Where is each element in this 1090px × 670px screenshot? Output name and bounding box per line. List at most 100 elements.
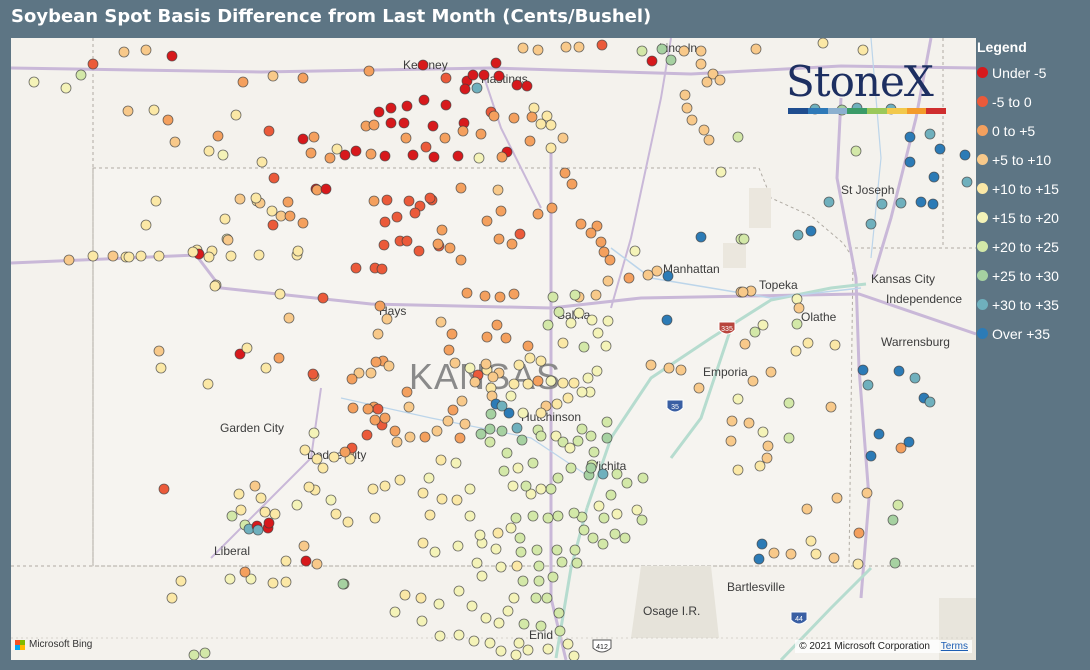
basis-point-marker[interactable] bbox=[464, 510, 476, 522]
basis-point-marker[interactable] bbox=[576, 423, 588, 435]
basis-point-marker[interactable] bbox=[417, 59, 429, 71]
basis-point-marker[interactable] bbox=[241, 342, 253, 354]
basis-point-marker[interactable] bbox=[505, 522, 517, 534]
basis-point-marker[interactable] bbox=[413, 245, 425, 257]
basis-point-marker[interactable] bbox=[484, 436, 496, 448]
basis-point-marker[interactable] bbox=[436, 493, 448, 505]
basis-point-marker[interactable] bbox=[501, 447, 513, 459]
legend-item[interactable]: +25 to +30 bbox=[976, 261, 1086, 290]
basis-point-marker[interactable] bbox=[715, 166, 727, 178]
basis-point-marker[interactable] bbox=[522, 340, 534, 352]
basis-point-marker[interactable] bbox=[801, 503, 813, 515]
basis-point-marker[interactable] bbox=[471, 82, 483, 94]
basis-point-marker[interactable] bbox=[535, 430, 547, 442]
basis-point-marker[interactable] bbox=[259, 506, 271, 518]
basis-point-marker[interactable] bbox=[590, 289, 602, 301]
basis-point-marker[interactable] bbox=[417, 537, 429, 549]
basis-point-marker[interactable] bbox=[350, 262, 362, 274]
basis-point-marker[interactable] bbox=[857, 44, 869, 56]
basis-point-marker[interactable] bbox=[150, 195, 162, 207]
basis-point-marker[interactable] bbox=[862, 379, 874, 391]
basis-point-marker[interactable] bbox=[350, 145, 362, 157]
basis-point-marker[interactable] bbox=[573, 307, 585, 319]
basis-point-marker[interactable] bbox=[611, 508, 623, 520]
basis-point-marker[interactable] bbox=[562, 638, 574, 650]
basis-point-marker[interactable] bbox=[274, 288, 286, 300]
basis-point-marker[interactable] bbox=[547, 291, 559, 303]
basis-point-marker[interactable] bbox=[488, 110, 500, 122]
basis-point-marker[interactable] bbox=[514, 228, 526, 240]
basis-point-marker[interactable] bbox=[686, 114, 698, 126]
basis-point-marker[interactable] bbox=[423, 472, 435, 484]
basis-point-marker[interactable] bbox=[446, 328, 458, 340]
basis-point-marker[interactable] bbox=[621, 477, 633, 489]
basis-point-marker[interactable] bbox=[496, 151, 508, 163]
basis-point-marker[interactable] bbox=[267, 70, 279, 82]
basis-point-marker[interactable] bbox=[520, 480, 532, 492]
basis-point-marker[interactable] bbox=[275, 210, 287, 222]
basis-point-marker[interactable] bbox=[416, 615, 428, 627]
basis-point-marker[interactable] bbox=[466, 600, 478, 612]
basis-point-marker[interactable] bbox=[347, 402, 359, 414]
basis-point-marker[interactable] bbox=[924, 396, 936, 408]
basis-point-marker[interactable] bbox=[514, 532, 526, 544]
basis-point-marker[interactable] bbox=[961, 176, 973, 188]
basis-point-marker[interactable] bbox=[732, 393, 744, 405]
basis-point-marker[interactable] bbox=[865, 218, 877, 230]
basis-point-marker[interactable] bbox=[783, 432, 795, 444]
basis-point-marker[interactable] bbox=[374, 300, 386, 312]
basis-point-marker[interactable] bbox=[435, 454, 447, 466]
basis-point-marker[interactable] bbox=[693, 382, 705, 394]
basis-point-marker[interactable] bbox=[87, 250, 99, 262]
basis-point-marker[interactable] bbox=[297, 133, 309, 145]
basis-point-marker[interactable] bbox=[524, 352, 536, 364]
basis-point-marker[interactable] bbox=[122, 105, 134, 117]
basis-point-marker[interactable] bbox=[924, 128, 936, 140]
basis-point-marker[interactable] bbox=[434, 630, 446, 642]
basis-point-marker[interactable] bbox=[337, 578, 349, 590]
basis-point-marker[interactable] bbox=[379, 150, 391, 162]
basis-point-marker[interactable] bbox=[636, 514, 648, 526]
basis-point-marker[interactable] bbox=[535, 483, 547, 495]
basis-point-marker[interactable] bbox=[522, 644, 534, 656]
basis-point-marker[interactable] bbox=[533, 575, 545, 587]
basis-point-marker[interactable] bbox=[478, 69, 490, 81]
basis-point-marker[interactable] bbox=[443, 344, 455, 356]
basis-point-marker[interactable] bbox=[187, 246, 199, 258]
basis-point-marker[interactable] bbox=[542, 319, 554, 331]
basis-point-marker[interactable] bbox=[209, 280, 221, 292]
basis-point-marker[interactable] bbox=[431, 425, 443, 437]
basis-point-marker[interactable] bbox=[415, 592, 427, 604]
basis-point-marker[interactable] bbox=[513, 359, 525, 371]
basis-point-marker[interactable] bbox=[892, 499, 904, 511]
basis-point-marker[interactable] bbox=[376, 263, 388, 275]
basis-point-marker[interactable] bbox=[439, 132, 451, 144]
basis-point-marker[interactable] bbox=[887, 514, 899, 526]
basis-point-marker[interactable] bbox=[928, 171, 940, 183]
legend-item[interactable]: +20 to +25 bbox=[976, 232, 1086, 261]
basis-point-marker[interactable] bbox=[267, 219, 279, 231]
basis-point-marker[interactable] bbox=[230, 109, 242, 121]
basis-point-marker[interactable] bbox=[484, 423, 496, 435]
basis-point-marker[interactable] bbox=[305, 147, 317, 159]
basis-point-marker[interactable] bbox=[188, 649, 200, 660]
basis-point-marker[interactable] bbox=[481, 215, 493, 227]
basis-point-marker[interactable] bbox=[389, 606, 401, 618]
basis-point-marker[interactable] bbox=[508, 592, 520, 604]
basis-point-marker[interactable] bbox=[645, 359, 657, 371]
basis-point-marker[interactable] bbox=[158, 483, 170, 495]
basis-point-marker[interactable] bbox=[829, 339, 841, 351]
basis-point-marker[interactable] bbox=[496, 400, 508, 412]
basis-point-marker[interactable] bbox=[263, 125, 275, 137]
basis-point-marker[interactable] bbox=[404, 431, 416, 443]
basis-point-marker[interactable] bbox=[553, 306, 565, 318]
basis-point-marker[interactable] bbox=[398, 117, 410, 129]
basis-point-marker[interactable] bbox=[595, 236, 607, 248]
basis-point-marker[interactable] bbox=[495, 561, 507, 573]
basis-point-marker[interactable] bbox=[226, 510, 238, 522]
basis-point-marker[interactable] bbox=[601, 432, 613, 444]
basis-point-marker[interactable] bbox=[506, 238, 518, 250]
basis-point-marker[interactable] bbox=[619, 532, 631, 544]
basis-point-marker[interactable] bbox=[591, 365, 603, 377]
basis-point-marker[interactable] bbox=[400, 132, 412, 144]
